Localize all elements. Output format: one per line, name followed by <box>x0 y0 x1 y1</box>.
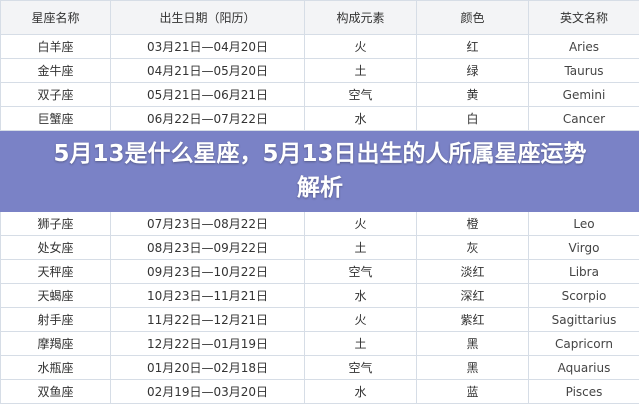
sign-name: 射手座 <box>1 308 111 332</box>
header-date: 出生日期（阳历） <box>111 1 305 35</box>
english-name: Aries <box>529 35 639 59</box>
element: 土 <box>305 332 417 356</box>
sign-name: 天秤座 <box>1 260 111 284</box>
page-title: 5月13是什么星座，5月13日出生的人所属星座运势解析 <box>50 137 590 205</box>
color: 紫红 <box>417 308 529 332</box>
date-range: 05月21日—06月21日 <box>111 83 305 107</box>
sign-name: 双子座 <box>1 83 111 107</box>
color: 绿 <box>417 59 529 83</box>
english-name: Cancer <box>529 107 639 131</box>
sign-name: 狮子座 <box>1 212 111 236</box>
header-english: 英文名称 <box>529 1 639 35</box>
header-color: 颜色 <box>417 1 529 35</box>
date-range: 10月23日—11月21日 <box>111 284 305 308</box>
color: 深红 <box>417 284 529 308</box>
english-name: Scorpio <box>529 284 639 308</box>
date-range: 01月20日—02月18日 <box>111 356 305 380</box>
english-name: Taurus <box>529 59 639 83</box>
title-banner: 5月13是什么星座，5月13日出生的人所属星座运势解析 <box>1 131 639 212</box>
color: 灰 <box>417 236 529 260</box>
sign-name: 白羊座 <box>1 35 111 59</box>
element: 火 <box>305 212 417 236</box>
english-name: Gemini <box>529 83 639 107</box>
color: 黄 <box>417 83 529 107</box>
color: 淡红 <box>417 260 529 284</box>
element: 水 <box>305 284 417 308</box>
color: 白 <box>417 107 529 131</box>
element: 水 <box>305 107 417 131</box>
element: 土 <box>305 236 417 260</box>
sign-name: 金牛座 <box>1 59 111 83</box>
sign-name: 水瓶座 <box>1 356 111 380</box>
element: 空气 <box>305 356 417 380</box>
english-name: Aquarius <box>529 356 639 380</box>
element: 空气 <box>305 260 417 284</box>
english-name: Libra <box>529 260 639 284</box>
date-range: 04月21日—05月20日 <box>111 59 305 83</box>
date-range: 06月22日—07月22日 <box>111 107 305 131</box>
color: 红 <box>417 35 529 59</box>
date-range: 07月23日—08月22日 <box>111 212 305 236</box>
color: 黑 <box>417 356 529 380</box>
table-header: 星座名称 出生日期（阳历） 构成元素 颜色 英文名称 <box>1 1 639 35</box>
date-range: 11月22日—12月21日 <box>111 308 305 332</box>
date-range: 09月23日—10月22日 <box>111 260 305 284</box>
english-name: Sagittarius <box>529 308 639 332</box>
sign-name: 天蝎座 <box>1 284 111 308</box>
color: 橙 <box>417 212 529 236</box>
sign-name: 巨蟹座 <box>1 107 111 131</box>
sign-name: 摩羯座 <box>1 332 111 356</box>
header-name: 星座名称 <box>1 1 111 35</box>
date-range: 03月21日—04月20日 <box>111 35 305 59</box>
element: 空气 <box>305 83 417 107</box>
date-range: 08月23日—09月22日 <box>111 236 305 260</box>
sign-name: 处女座 <box>1 236 111 260</box>
element: 土 <box>305 59 417 83</box>
date-range: 12月22日—01月19日 <box>111 332 305 356</box>
header-element: 构成元素 <box>305 1 417 35</box>
english-name: Capricorn <box>529 332 639 356</box>
element: 火 <box>305 308 417 332</box>
english-name: Leo <box>529 212 639 236</box>
english-name: Virgo <box>529 236 639 260</box>
color: 黑 <box>417 332 529 356</box>
title-banner-cell: 5月13是什么星座，5月13日出生的人所属星座运势解析 <box>1 131 639 212</box>
element: 火 <box>305 35 417 59</box>
